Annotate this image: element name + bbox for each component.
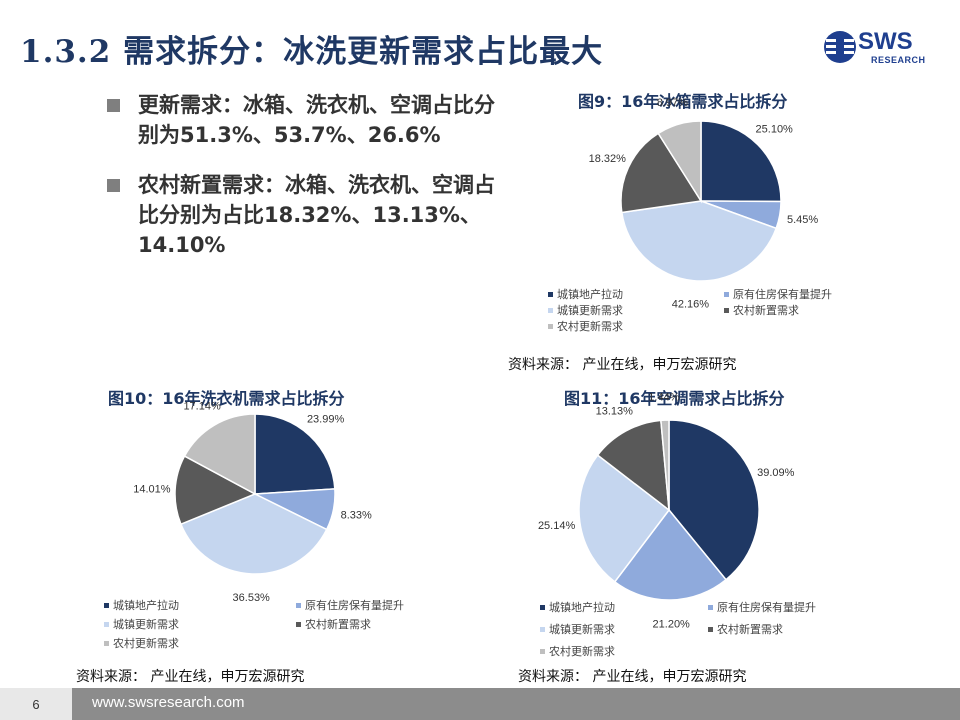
pie-slice [700,120,782,203]
legend-swatch [548,292,553,297]
legend-label: 城镇地产拉动 [549,600,615,614]
legend-label: 城镇更新需求 [557,303,623,317]
pie-slice [620,200,778,282]
pie-slice [657,120,702,204]
legend-label: 城镇地产拉动 [113,598,179,612]
footer-url[interactable]: www.swsresearch.com [92,694,245,711]
slice-data-label: 25.14% [538,520,576,532]
legend-label: 原有住房保有量提升 [733,287,832,301]
legend-label: 农村新置需求 [733,303,799,317]
legend-label: 城镇更新需求 [113,617,179,631]
legend-swatch [548,308,553,313]
pie-slice [179,493,328,575]
bullet-text: 农村新置需求：冰箱、洗衣机、空调占比分别为占比18.32%、13.13%、14.… [138,173,495,257]
chart-title: 图10：16年洗衣机需求占比拆分 [108,389,345,408]
legend-label: 农村新置需求 [305,617,371,631]
chart-source: 资料来源： 产业在线，申万宏源研究 [508,357,737,373]
legend-swatch [708,605,713,610]
legend-swatch [540,627,545,632]
pie-chart: 39.09% 21.20% 25.14% 13.13% 1.44% 城镇地产拉动 原有住房保… [538,392,816,658]
legend-swatch [708,627,713,632]
bullet-item: 更新需求：冰箱、洗衣机、空调占比分别为51.3%、53.7%、26.6% [104,90,504,150]
legend-label: 城镇更新需求 [549,622,615,636]
chart-title: 图11：16年空调需求占比拆分 [564,389,785,408]
pie-slice [660,419,670,511]
page-number: 6 [0,688,72,720]
slice-data-label: 17.14% [183,400,221,412]
chart-source: 资料来源： 产业在线，申万宏源研究 [76,669,305,685]
chart-title: 图9：16年冰箱需求占比拆分 [578,92,788,111]
legend-swatch [540,649,545,654]
slice-data-label: 36.53% [233,592,271,604]
legend-label: 原有住房保有量提升 [717,600,816,614]
pie-slice [613,508,728,601]
sws-logo-icon [824,31,856,63]
legend-swatch [548,324,553,329]
legend-label: 原有住房保有量提升 [305,598,404,612]
slice-data-label: 14.01% [133,484,171,496]
legend-swatch [104,622,109,627]
slice-data-label: 18.32% [589,153,627,165]
bullet-list: 更新需求：冰箱、洗衣机、空调占比分别为51.3%、53.7%、26.6% 农村新… [104,90,504,280]
legend-swatch [724,292,729,297]
footer-bar [0,688,960,720]
slice-data-label: 23.99% [307,414,345,426]
square-bullet-icon [107,99,120,112]
legend-label: 农村更新需求 [113,636,179,650]
legend-label: 农村更新需求 [549,644,615,658]
legend-label: 城镇地产拉动 [557,287,623,301]
legend-swatch [296,622,301,627]
pie-slice [254,413,336,495]
legend-label: 农村更新需求 [557,319,623,333]
slice-data-label: 13.13% [596,406,634,418]
legend-swatch [540,605,545,610]
pie-slice [668,419,760,581]
logo-subtitle: RESEARCH [871,55,926,65]
pie-slice [596,419,670,512]
slice-data-label: 8.33% [341,509,372,521]
slice-data-label: 39.09% [757,467,795,479]
pie-chart: 25.10% 5.45% 42.16% 18.32% 8.97% 城镇地产拉动 原有住房保有… [548,97,832,333]
legend-swatch [104,641,109,646]
legend-swatch [724,308,729,313]
legend-swatch [296,603,301,608]
logo-name: SWS [858,28,913,55]
pie-slice [620,132,703,214]
page-title: 1.3.2 需求拆分：冰洗更新需求占比最大 [20,34,604,70]
chart-source: 资料来源： 产业在线，申万宏源研究 [518,669,747,685]
bullet-item: 农村新置需求：冰箱、洗衣机、空调占比分别为占比18.32%、13.13%、14.… [104,170,504,260]
square-bullet-icon [107,179,120,192]
slice-data-label: 5.45% [787,214,818,226]
bullet-text: 更新需求：冰箱、洗衣机、空调占比分别为51.3%、53.7%、26.6% [138,93,495,147]
pie-chart: 23.99% 8.33% 36.53% 14.01% 17.14% 城镇地产拉动 原有住房保… [104,400,404,650]
slice-data-label: 8.97% [657,97,688,109]
legend-swatch [104,603,109,608]
slice-data-label: 25.10% [756,123,794,135]
slice-data-label: 21.20% [653,618,691,630]
slice-data-label: 42.16% [672,299,710,311]
pie-slice [578,454,671,583]
pie-slice [183,413,256,496]
pie-slice [174,455,257,526]
legend-label: 农村新置需求 [717,622,783,636]
slice-data-label: 1.44% [648,392,679,404]
